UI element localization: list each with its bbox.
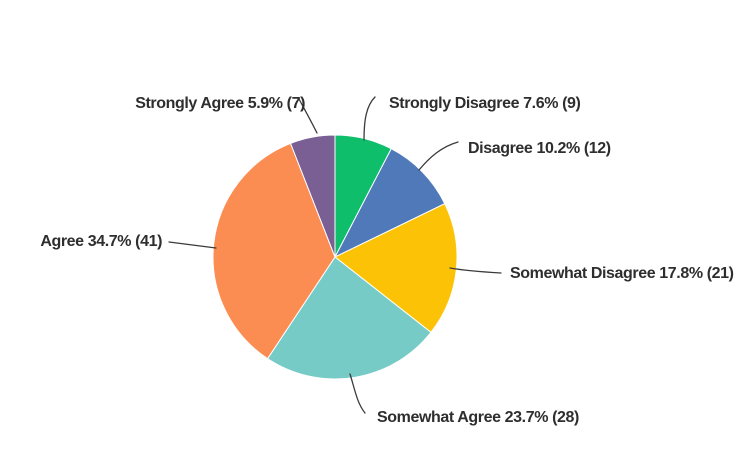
pie-slice-somewhat-disagree [334,202,458,334]
slice-label-disagree: Disagree 10.2% (12) [468,140,611,157]
leader-line-strongly-agree [298,98,318,134]
leader-line-agree [168,241,217,249]
slice-label-strongly-agree: Strongly Agree 5.9% (7) [135,95,305,112]
slice-label-agree: Agree 34.7% (41) [40,233,162,250]
pie-slice-somewhat-agree [266,256,432,380]
slice-label-somewhat-disagree: Somewhat Disagree 17.8% (21) [510,265,734,282]
slice-label-strongly-disagree: Strongly Disagree 7.6% (9) [389,95,581,112]
leader-line-strongly-disagree [363,96,376,141]
pie-slice-strongly-agree [289,134,336,258]
pie-slice-disagree [333,148,446,259]
pie-slice-agree [212,142,336,360]
leader-line-disagree [418,141,459,171]
leader-line-somewhat-agree [349,373,366,414]
pie-slices [212,134,458,380]
slice-label-somewhat-agree: Somewhat Agree 23.7% (28) [377,409,579,426]
leader-lines [168,96,502,414]
leader-line-somewhat-disagree [449,267,502,274]
